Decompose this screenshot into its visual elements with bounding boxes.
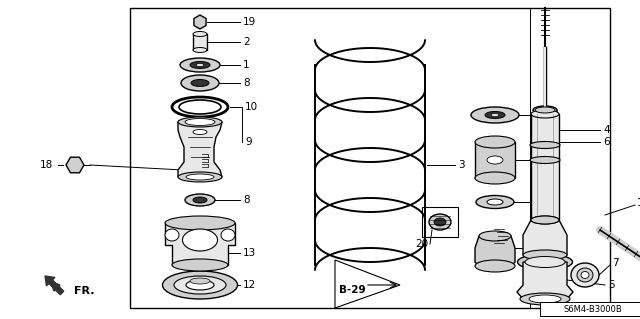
Text: 2: 2 <box>243 37 250 47</box>
Ellipse shape <box>174 276 226 294</box>
Text: 13: 13 <box>243 248 256 258</box>
Ellipse shape <box>487 156 503 164</box>
Ellipse shape <box>530 142 560 149</box>
Polygon shape <box>531 114 559 220</box>
Ellipse shape <box>178 172 222 182</box>
Ellipse shape <box>190 278 210 284</box>
Ellipse shape <box>193 32 207 36</box>
Ellipse shape <box>485 112 505 118</box>
Polygon shape <box>475 142 515 178</box>
Bar <box>422 207 458 237</box>
Ellipse shape <box>520 293 570 305</box>
Ellipse shape <box>179 100 221 114</box>
Ellipse shape <box>193 48 207 53</box>
Ellipse shape <box>429 214 451 230</box>
Ellipse shape <box>163 271 237 299</box>
Ellipse shape <box>475 136 515 148</box>
Ellipse shape <box>475 260 515 272</box>
Ellipse shape <box>182 229 218 251</box>
Ellipse shape <box>221 229 235 241</box>
Text: S6M4-B3000B: S6M4-B3000B <box>564 305 622 314</box>
Text: 18: 18 <box>40 160 53 170</box>
Text: 11: 11 <box>548 110 561 120</box>
Text: 8: 8 <box>243 195 250 205</box>
Text: 19: 19 <box>243 17 256 27</box>
Ellipse shape <box>529 295 561 303</box>
Ellipse shape <box>186 280 214 290</box>
Ellipse shape <box>525 256 565 268</box>
Text: FR.: FR. <box>74 286 95 296</box>
Polygon shape <box>165 223 235 265</box>
Ellipse shape <box>181 75 219 91</box>
FancyArrow shape <box>45 276 64 295</box>
Ellipse shape <box>190 62 210 69</box>
Ellipse shape <box>476 196 514 209</box>
Text: 4: 4 <box>603 125 610 135</box>
Ellipse shape <box>491 114 499 116</box>
Text: S6M4-B3000B: S6M4-B3000B <box>566 306 625 315</box>
Ellipse shape <box>165 216 235 230</box>
Ellipse shape <box>471 107 519 123</box>
Ellipse shape <box>518 254 573 270</box>
Text: 17: 17 <box>637 198 640 208</box>
Bar <box>540 302 640 316</box>
Ellipse shape <box>531 110 559 118</box>
Text: 12: 12 <box>243 280 256 290</box>
Ellipse shape <box>533 106 557 114</box>
Text: 8: 8 <box>243 78 250 88</box>
Bar <box>193 34 207 50</box>
Text: 3: 3 <box>458 160 465 170</box>
Polygon shape <box>475 236 515 266</box>
Text: 16: 16 <box>548 243 561 253</box>
Ellipse shape <box>531 216 559 224</box>
Text: 14: 14 <box>548 155 561 165</box>
Text: 9: 9 <box>245 137 252 147</box>
Ellipse shape <box>165 229 179 241</box>
Ellipse shape <box>186 174 214 180</box>
Text: B-29: B-29 <box>339 285 365 295</box>
Polygon shape <box>178 122 222 177</box>
Ellipse shape <box>523 250 567 260</box>
Text: 7: 7 <box>612 258 619 268</box>
Ellipse shape <box>531 216 559 224</box>
Ellipse shape <box>172 259 228 271</box>
Ellipse shape <box>475 172 515 184</box>
Ellipse shape <box>479 231 511 241</box>
Ellipse shape <box>191 79 209 86</box>
Ellipse shape <box>185 194 215 206</box>
Polygon shape <box>523 220 567 255</box>
Ellipse shape <box>193 130 207 135</box>
Text: 5: 5 <box>608 280 614 290</box>
Ellipse shape <box>185 118 215 125</box>
Ellipse shape <box>193 197 207 203</box>
Ellipse shape <box>180 58 220 72</box>
Ellipse shape <box>577 268 593 282</box>
Ellipse shape <box>178 117 222 127</box>
Ellipse shape <box>581 271 589 278</box>
Ellipse shape <box>530 157 560 164</box>
Ellipse shape <box>196 63 204 66</box>
Ellipse shape <box>571 263 599 287</box>
Ellipse shape <box>487 199 503 205</box>
Polygon shape <box>517 262 573 299</box>
Bar <box>130 8 610 308</box>
Text: 15: 15 <box>548 197 561 207</box>
Text: 6: 6 <box>603 137 610 147</box>
Ellipse shape <box>434 218 446 226</box>
Text: 20: 20 <box>415 239 428 249</box>
Ellipse shape <box>535 107 555 113</box>
Text: 1: 1 <box>243 60 250 70</box>
Text: 10: 10 <box>245 102 258 112</box>
